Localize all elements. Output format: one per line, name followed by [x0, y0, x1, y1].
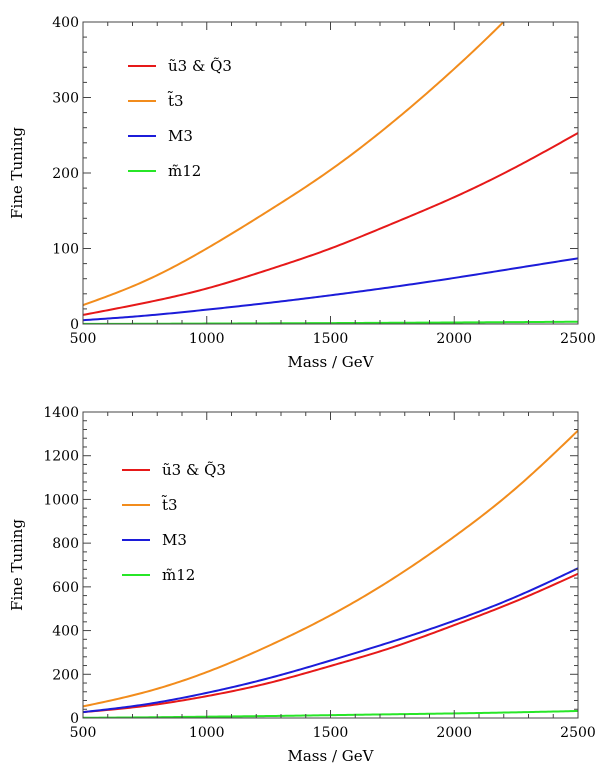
y-tick-label: 1200 [43, 449, 79, 465]
x-axis-label: Mass / GeV [288, 747, 375, 765]
x-tick-label: 2000 [436, 331, 472, 347]
legend-label-3: M3 [162, 531, 187, 549]
series-line-3 [83, 567, 578, 714]
legend-label-3: M3 [168, 127, 193, 145]
y-tick-label: 300 [52, 91, 79, 107]
y-tick-label: 800 [52, 536, 79, 552]
series-line-3 [83, 257, 578, 322]
series-line-2 [83, 429, 578, 708]
legend-label-2: t̃3 [161, 495, 178, 514]
legend-label-2: t̃3 [167, 91, 184, 110]
y-tick-label: 600 [52, 580, 79, 596]
y-tick-label: 0 [70, 711, 79, 727]
x-tick-label: 1000 [189, 331, 225, 347]
legend-label-1: ũ3 & Q̃3 [168, 57, 232, 75]
legend: ũ3 & Q̃3 t̃3 M3 m̃12 [128, 57, 232, 180]
x-axis-label: Mass / GeV [288, 353, 375, 371]
y-tick-label: 1000 [43, 492, 79, 508]
series-line-1 [83, 572, 578, 714]
series-line-2 [83, 22, 505, 307]
x-tick-label: 2500 [560, 331, 596, 347]
x-tick-label: 2500 [560, 725, 596, 741]
chart-panel-2: 500 1000 1500 2000 2500 0 200 400 600 800 1000 1200… [8, 405, 596, 765]
y-tick-label: 0 [70, 317, 79, 333]
y-tick-label: 400 [52, 624, 79, 640]
y-tick-label: 1400 [43, 405, 79, 421]
x-tick-label: 500 [70, 725, 97, 741]
y-axis-label: Fine Tuning [8, 127, 26, 219]
y-tick-label: 400 [52, 15, 79, 31]
x-tick-label: 2000 [436, 725, 472, 741]
legend: ũ3 & Q̃3 t̃3 M3 m̃12 [122, 461, 226, 584]
x-tick-label: 1000 [189, 725, 225, 741]
legend-label-1: ũ3 & Q̃3 [162, 461, 226, 479]
plot-frame [82, 411, 579, 719]
x-tick-label: 1500 [313, 725, 349, 741]
x-tick-label: 500 [70, 331, 97, 347]
chart-panel-1: 500 1000 1500 2000 2500 0 100 200 300 400 Mass / G… [8, 15, 596, 371]
y-tick-label: 100 [52, 242, 79, 258]
legend-label-4: m̃12 [168, 162, 201, 180]
y-tick-label: 200 [52, 667, 79, 683]
legend-label-4: m̃12 [162, 566, 195, 584]
y-axis-label: Fine Tuning [8, 519, 26, 611]
x-tick-label: 1500 [313, 331, 349, 347]
y-tick-label: 200 [52, 166, 79, 182]
series-line-1 [83, 132, 578, 316]
